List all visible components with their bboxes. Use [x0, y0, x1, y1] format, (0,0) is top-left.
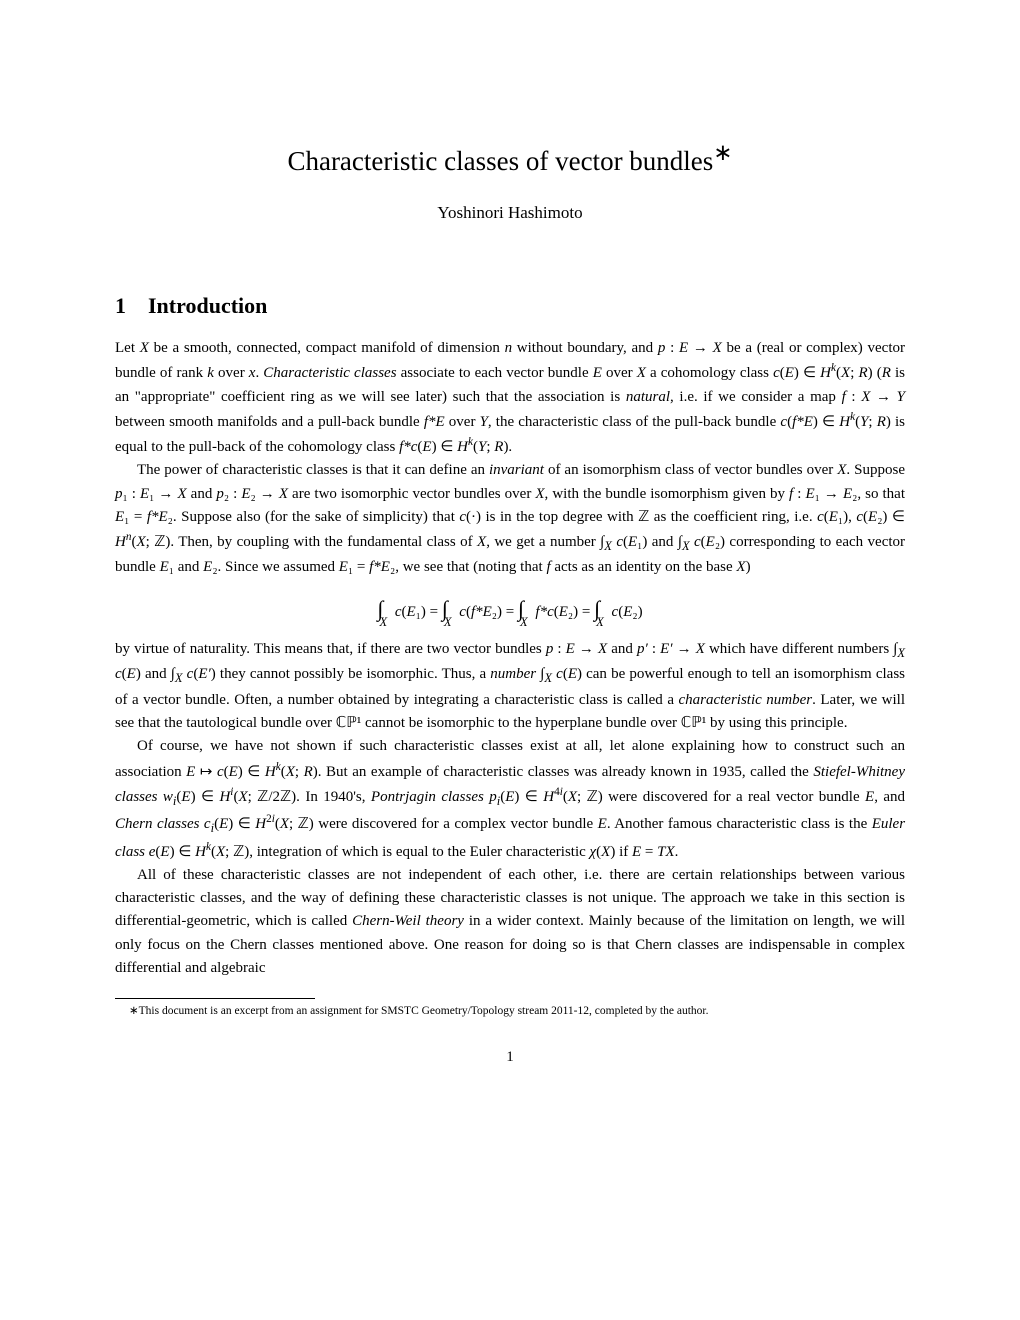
- paragraph-2: The power of characteristic classes is t…: [115, 459, 905, 579]
- footnote: ∗This document is an excerpt from an ass…: [115, 1003, 905, 1019]
- page-number: 1: [115, 1049, 905, 1066]
- section-heading: 1 Introduction: [115, 293, 905, 319]
- body-text: Let X be a smooth, connected, compact ma…: [115, 337, 905, 980]
- section-name: Introduction: [148, 293, 267, 318]
- display-equation-1: ∫X c(E₁) = ∫X c(f*E₂) = ∫X f*c(E₂) = ∫X …: [115, 592, 905, 626]
- footnote-rule: [115, 998, 315, 999]
- title-text: Characteristic classes of vector bundles: [287, 146, 713, 176]
- paragraph-5: All of these characteristic classes are …: [115, 864, 905, 980]
- paper-title: Characteristic classes of vector bundles…: [115, 140, 905, 177]
- section-number: 1: [115, 293, 126, 319]
- paragraph-3: by virtue of naturality. This means that…: [115, 638, 905, 735]
- title-asterisk: ∗: [713, 140, 732, 165]
- paragraph-1: Let X be a smooth, connected, compact ma…: [115, 337, 905, 459]
- author-name: Yoshinori Hashimoto: [115, 203, 905, 223]
- paragraph-4: Of course, we have not shown if such cha…: [115, 735, 905, 864]
